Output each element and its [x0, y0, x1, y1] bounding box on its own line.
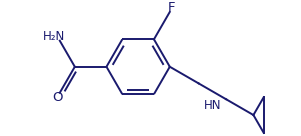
Text: H₂N: H₂N: [43, 30, 65, 43]
Text: O: O: [53, 91, 63, 104]
Text: F: F: [168, 1, 175, 14]
Text: HN: HN: [203, 99, 221, 112]
